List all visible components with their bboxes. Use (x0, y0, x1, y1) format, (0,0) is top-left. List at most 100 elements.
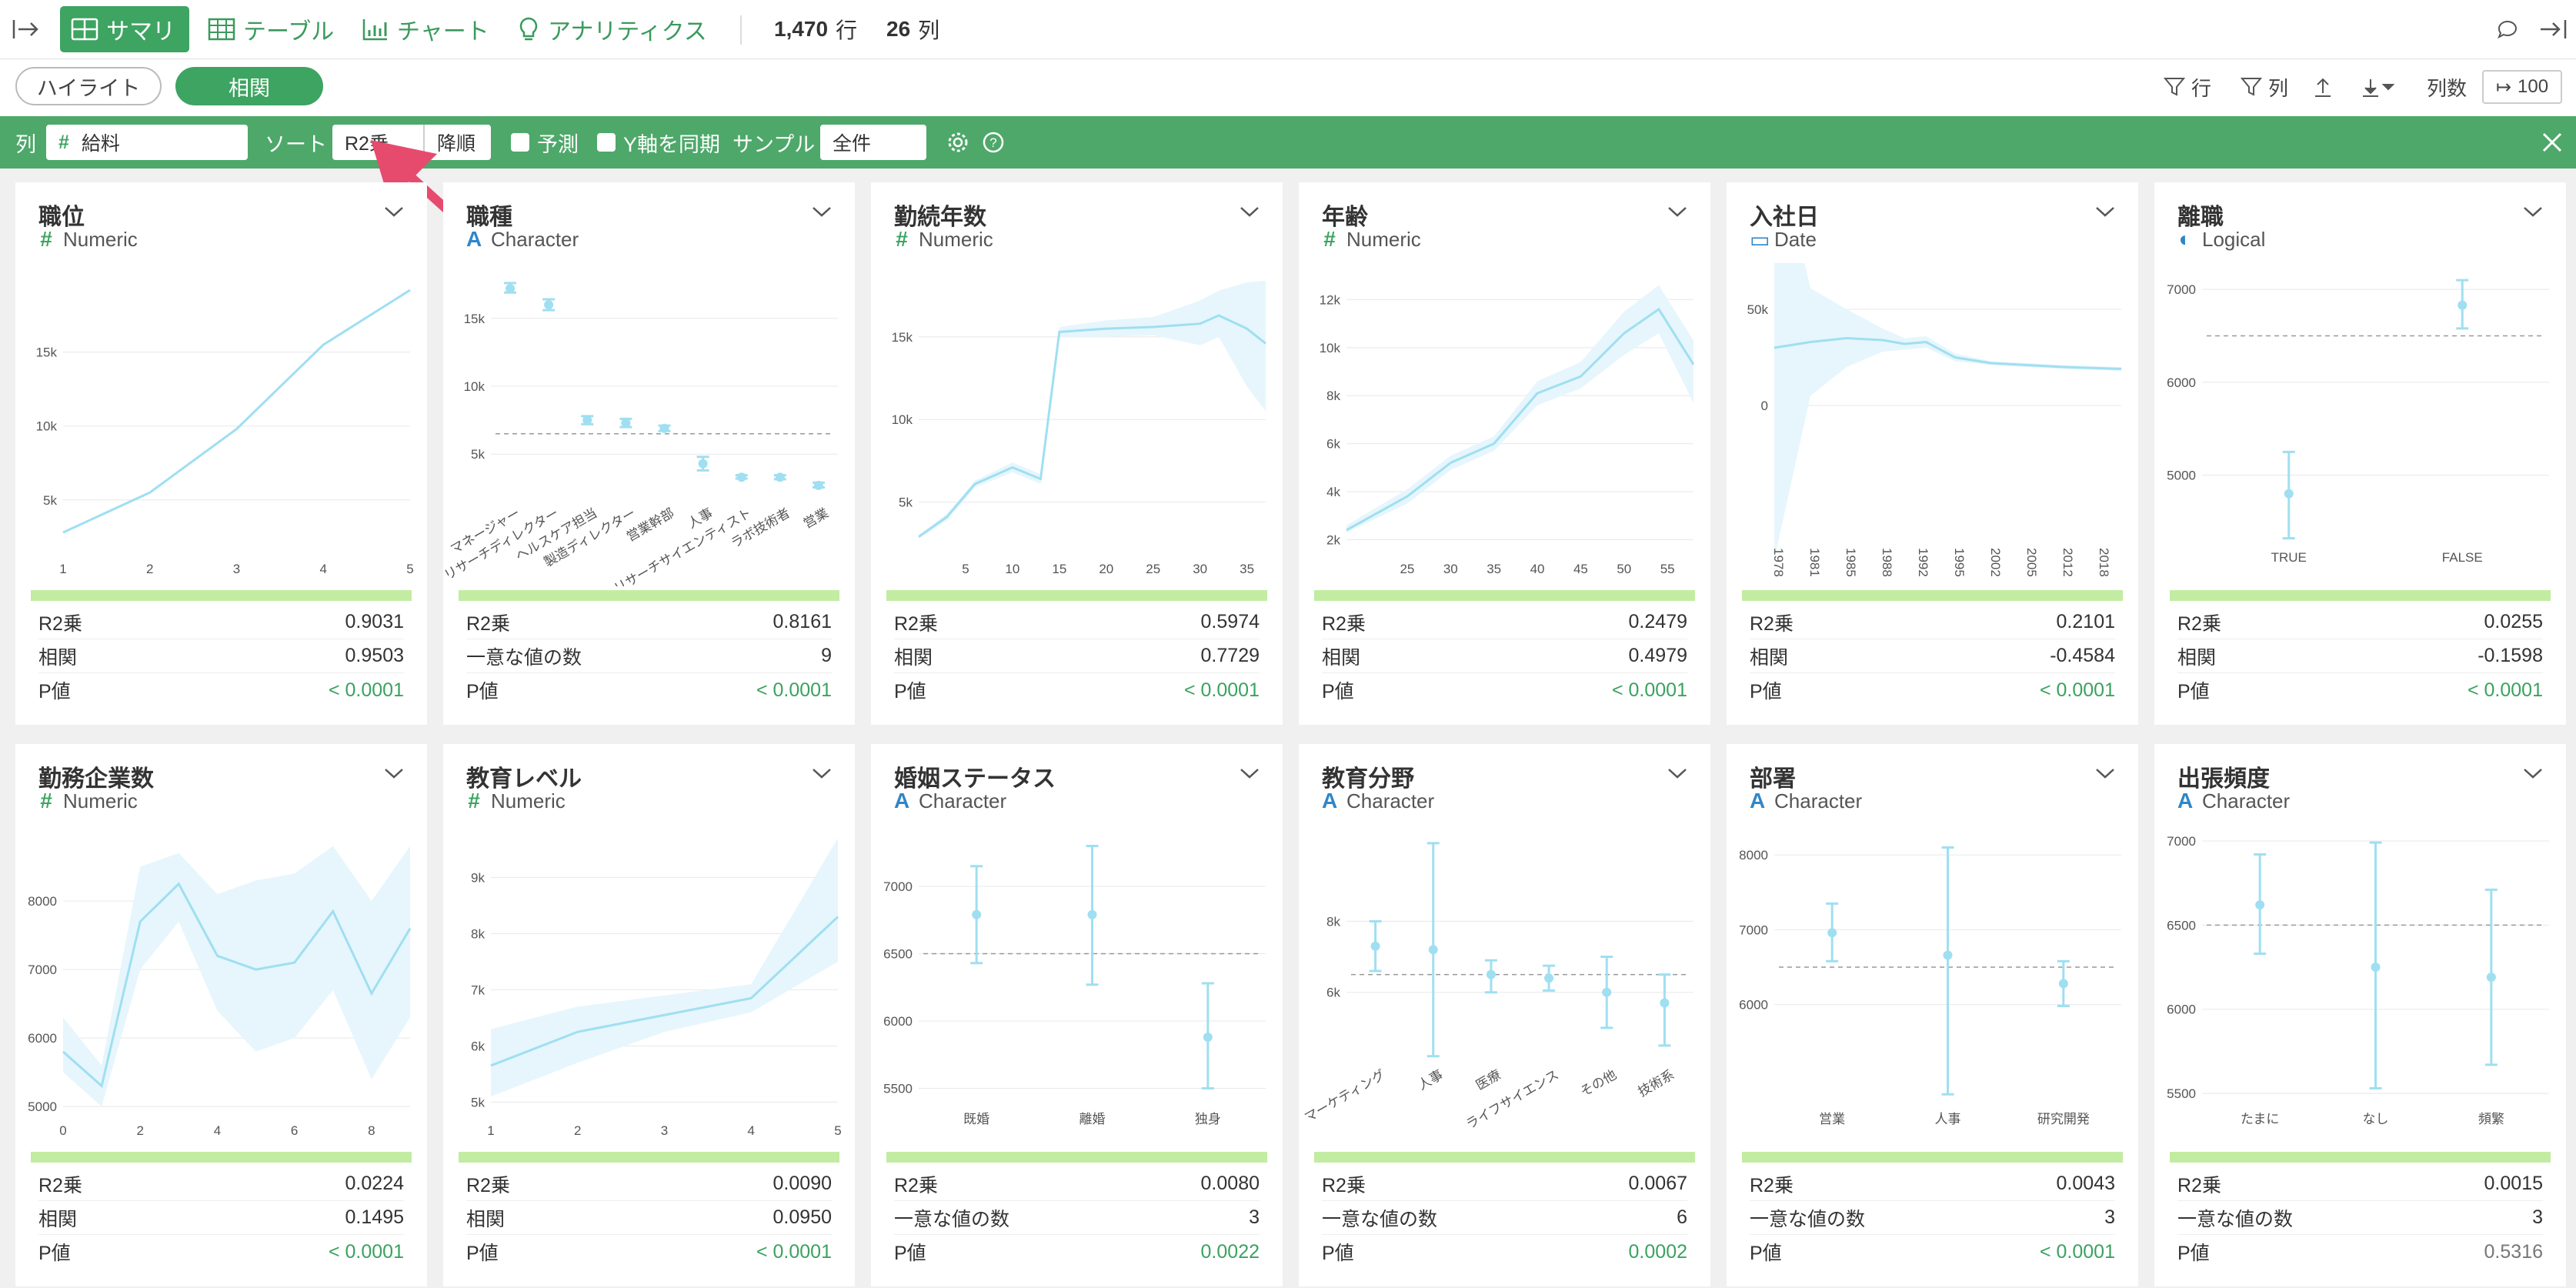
stat-value: < 0.0001 (2467, 679, 2543, 701)
y-tick-label: 0 (1761, 399, 1768, 413)
x-tick-label: 独身 (1195, 1112, 1221, 1126)
chevron-down-icon[interactable] (812, 205, 832, 222)
y-tick-label: 5k (899, 496, 913, 510)
y-tick-label: 7k (471, 983, 485, 997)
card-title: 職種 (466, 205, 512, 230)
mean-point (2284, 489, 2294, 499)
mean-point (2058, 979, 2068, 989)
stat-value: 0.0015 (2484, 1173, 2543, 1194)
x-tick-label: 1995 (1952, 548, 1967, 577)
chart-svg: 5k 6k 7k 8k 9k 1 2 3 4 5 (471, 838, 842, 1138)
stat-row: P値 < 0.0001 (1322, 673, 1687, 707)
upload-icon[interactable] (2313, 70, 2333, 104)
stat-label: R2乗 (2177, 1174, 2221, 1196)
character-icon: A (466, 227, 482, 251)
card-type-label: Character (919, 789, 1007, 813)
stat-label: R2乗 (894, 1174, 938, 1196)
chevron-down-icon[interactable] (812, 767, 832, 783)
comment-icon[interactable] (2496, 6, 2519, 52)
column-select-value: 給料 (81, 133, 120, 155)
x-tick-label: 2005 (2024, 548, 2039, 577)
stat-label: P値 (1750, 681, 1782, 702)
bulb-icon (519, 17, 538, 41)
card-chart: 5000 6000 7000 8000 0 2 4 6 8 (15, 825, 427, 1152)
character-icon: A (1322, 789, 1338, 813)
correlation-button[interactable]: 相関 (175, 67, 323, 105)
stat-row: P値 < 0.0001 (466, 673, 832, 707)
chevron-down-icon[interactable] (1667, 205, 1687, 222)
x-tick-label: 既婚 (963, 1112, 989, 1126)
stat-value: < 0.0001 (328, 679, 404, 701)
card-chart: 5500 6000 6500 7000 既婚 離婚 独身 (871, 825, 1283, 1152)
download-icon[interactable] (2361, 70, 2396, 104)
tab-table[interactable]: テーブル (208, 6, 334, 52)
y-tick-label: 6500 (2167, 918, 2196, 933)
x-tick-label: 40 (1530, 562, 1545, 576)
stat-label: P値 (38, 681, 71, 702)
chevron-down-icon[interactable] (2095, 205, 2115, 222)
mean-point (1602, 987, 1612, 997)
stat-value: 3 (2532, 1206, 2543, 1228)
stat-value: 0.2479 (1628, 611, 1687, 632)
stat-value: 0.8161 (772, 611, 832, 632)
y-tick-label: 6500 (883, 947, 913, 962)
card-type-label: Numeric (491, 789, 566, 813)
stat-label: P値 (1750, 1243, 1782, 1264)
card-title: 年齢 (1322, 205, 1368, 230)
chevron-down-icon[interactable] (2095, 767, 2115, 783)
tab-chart[interactable]: チャート (362, 6, 489, 52)
stat-value: 0.0224 (345, 1173, 404, 1194)
col-filter-button[interactable]: 列 (2241, 70, 2288, 104)
stat-label: P値 (1322, 1243, 1354, 1264)
mean-point (2255, 900, 2265, 910)
y-tick-label: 7000 (883, 879, 913, 894)
x-tick-label: 50 (1617, 562, 1631, 576)
x-tick-label: 研究開発 (2037, 1112, 2090, 1126)
row-filter-button[interactable]: 行 (2164, 70, 2211, 104)
stat-value: 0.0255 (2484, 611, 2543, 632)
chart-svg: 5500 6000 6500 7000 既婚 離婚 独身 (883, 845, 1266, 1126)
character-icon: A (894, 789, 910, 813)
sync-y-checkbox-box[interactable] (597, 133, 616, 152)
x-tick-label: 技術系 (1636, 1067, 1677, 1099)
colcount-input[interactable]: ↦ 100 (2482, 70, 2562, 104)
stat-row: P値 < 0.0001 (1750, 673, 2115, 707)
x-tick-label: 2018 (2097, 548, 2111, 577)
gear-icon[interactable] (946, 125, 969, 159)
x-tick-label: 1 (487, 1123, 494, 1138)
chevron-down-icon[interactable] (1667, 767, 1687, 783)
y-tick-label: 8k (1326, 389, 1340, 403)
stat-label: P値 (2177, 1243, 2210, 1264)
mean-point (1087, 909, 1097, 919)
card-type: A Character (894, 789, 1006, 813)
chevron-down-icon[interactable] (2523, 767, 2543, 783)
chevron-down-icon[interactable] (1240, 205, 1260, 222)
chevron-down-icon[interactable] (384, 767, 404, 783)
tab-summary[interactable]: サマリ (60, 6, 189, 52)
sync-y-checkbox[interactable]: Y軸を同期 (597, 125, 720, 159)
highlight-button[interactable]: ハイライト (15, 67, 162, 105)
collapse-right-icon[interactable] (2538, 6, 2568, 52)
mean-point (813, 480, 823, 490)
sample-select[interactable]: 全件 (820, 125, 926, 160)
stat-value: 0.4979 (1628, 645, 1687, 666)
stat-label: 相関 (38, 646, 78, 669)
stat-value: 0.0080 (1200, 1173, 1260, 1194)
stat-value: 3 (1249, 1206, 1260, 1228)
y-tick-label: 4k (1326, 485, 1340, 499)
column-select[interactable]: # 給料 (46, 125, 248, 160)
chevron-down-icon[interactable] (1240, 767, 1260, 783)
x-tick-label: 5 (834, 1123, 841, 1138)
chevron-down-icon[interactable] (384, 205, 404, 222)
tab-analytics[interactable]: アナリティクス (517, 6, 707, 52)
collapse-left-icon[interactable] (11, 6, 42, 52)
row-count: 1,470 行 (774, 6, 857, 52)
predict-checkbox[interactable]: 予測 (511, 125, 579, 159)
card-type-label: Character (491, 227, 579, 251)
close-icon[interactable] (2541, 125, 2564, 159)
predict-checkbox-box[interactable] (511, 133, 529, 152)
chevron-down-icon[interactable] (2523, 205, 2543, 222)
help-icon[interactable]: ? (982, 125, 1005, 159)
y-tick-label: 8000 (1739, 848, 1768, 863)
y-tick-label: 5k (471, 1095, 485, 1109)
